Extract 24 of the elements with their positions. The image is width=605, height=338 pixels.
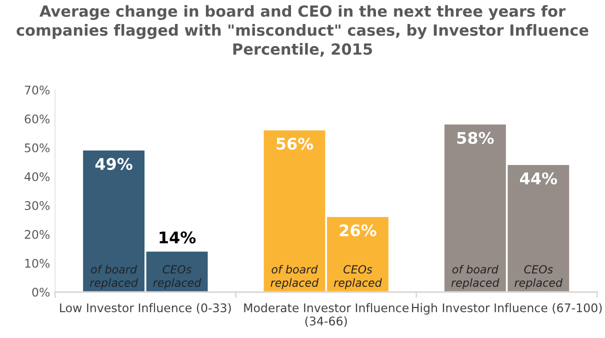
x-tick-label: High Investor Influence (67-100) [412, 303, 602, 315]
y-tick-label: 20% [24, 230, 50, 239]
chart-title: Average change in board and CEO in the next three years for companies flagged with "misconduct" cases, by Investor Influence Percentile, 2015 [16, 5, 588, 57]
x-tick-label: Low Investor Influence (0-33) [60, 303, 231, 314]
y-tick-label: 30% [24, 201, 50, 210]
text: CEOs replaced [514, 265, 563, 289]
data-label: 58% [457, 132, 494, 144]
y-tick-label: 60% [24, 114, 50, 124]
data-label: 56% [276, 138, 314, 150]
data-label: 14% [160, 231, 196, 244]
data-label: 49% [95, 158, 132, 170]
data-label: 44% [520, 172, 558, 184]
text: of board replaced [270, 264, 319, 289]
y-tick-label: 10% [25, 258, 50, 268]
x-tick-label: Moderate Investor Influence (34-66) [244, 303, 409, 327]
y-tick-label: 0% [32, 288, 50, 297]
text: CEOs replaced [334, 265, 382, 289]
y-tick-label: 40% [24, 172, 50, 182]
series-label: CEOs replaced [153, 265, 202, 289]
text: of board replaced [451, 264, 500, 289]
data-label: 26% [340, 224, 376, 236]
y-tick-label: 70% [24, 86, 50, 95]
y-tick-label: 50% [24, 143, 50, 152]
series-label: of board replaced [90, 264, 138, 289]
